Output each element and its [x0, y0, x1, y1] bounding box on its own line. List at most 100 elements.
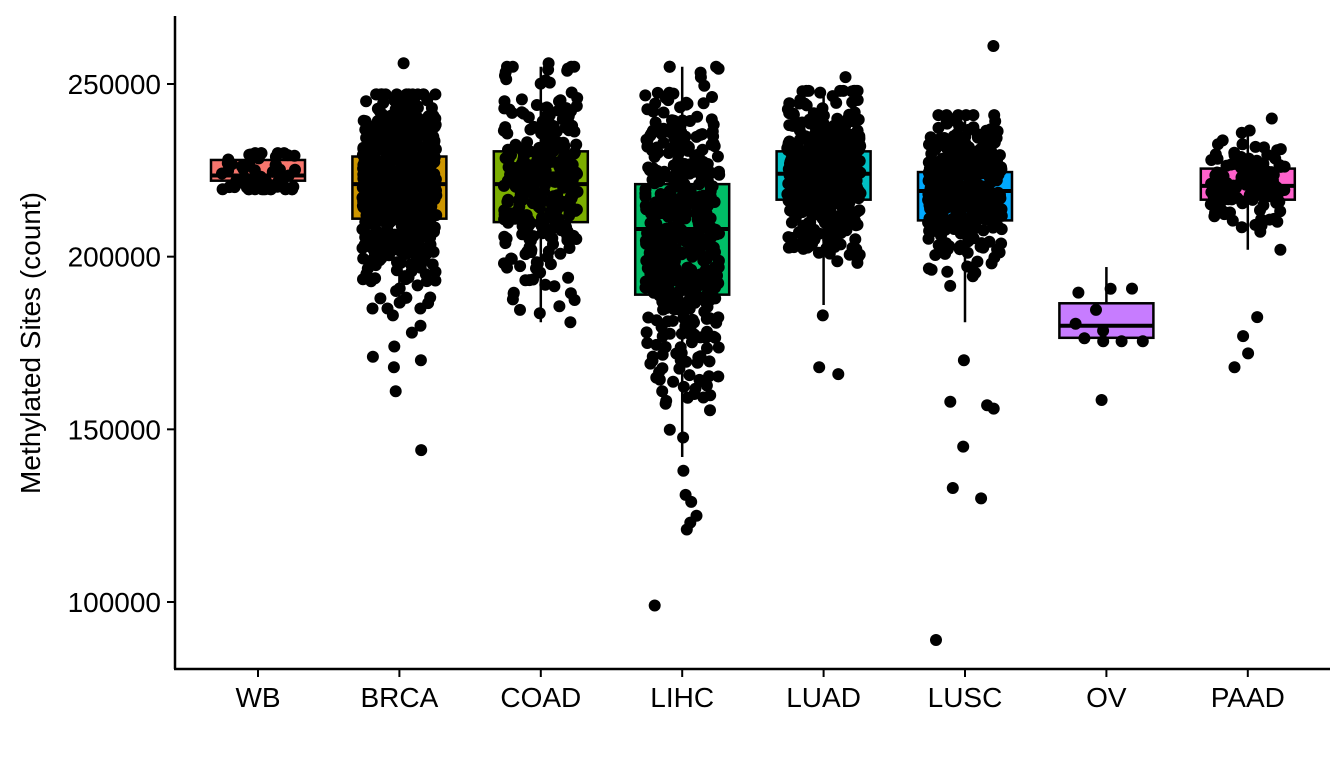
outlier-point	[386, 309, 399, 322]
data-point	[401, 101, 413, 114]
outlier-point	[975, 492, 988, 505]
data-point	[804, 117, 816, 130]
data-point	[501, 261, 513, 274]
data-point	[710, 60, 723, 73]
data-point	[1243, 189, 1256, 201]
data-point	[955, 203, 968, 216]
data-point	[953, 243, 966, 256]
data-point	[851, 94, 864, 106]
data-point	[800, 84, 813, 97]
data-point	[426, 258, 439, 271]
data-point	[380, 192, 393, 205]
data-point	[701, 342, 713, 355]
outlier-point	[542, 57, 555, 70]
data-point	[571, 92, 584, 104]
data-point	[409, 206, 422, 219]
outlier-point	[1242, 347, 1255, 360]
y-axis-title: Methylated Sites (count)	[15, 192, 46, 494]
data-point	[524, 234, 537, 247]
data-point	[1078, 332, 1091, 345]
data-point	[1115, 335, 1128, 348]
data-point	[647, 105, 660, 118]
outlier-point	[957, 354, 970, 367]
data-point	[656, 330, 669, 343]
data-point	[541, 141, 554, 154]
data-point	[712, 261, 725, 274]
data-point	[668, 132, 681, 145]
data-point	[828, 119, 840, 132]
data-point	[392, 190, 405, 203]
data-point	[502, 193, 515, 206]
outlier-point	[1237, 330, 1250, 343]
data-point	[704, 212, 717, 225]
data-point	[690, 130, 703, 143]
data-point	[657, 122, 670, 135]
data-point	[932, 109, 945, 122]
data-point	[926, 174, 939, 187]
data-point	[694, 350, 707, 363]
data-point	[649, 258, 662, 271]
data-point	[797, 242, 810, 255]
data-point	[571, 185, 584, 198]
data-point	[663, 423, 676, 436]
data-point	[366, 302, 379, 315]
data-point	[1207, 190, 1220, 203]
outlier-point	[690, 509, 703, 522]
data-point	[703, 370, 715, 383]
x-tick-label: OV	[1086, 682, 1127, 713]
data-point	[675, 246, 688, 259]
data-point	[365, 131, 378, 144]
data-point	[216, 167, 228, 180]
data-point	[1256, 169, 1269, 182]
x-tick-label: WB	[235, 682, 280, 713]
data-point	[556, 167, 569, 180]
data-point	[390, 264, 403, 277]
data-point	[712, 341, 725, 354]
data-point	[398, 134, 411, 146]
data-point	[514, 303, 526, 316]
data-point	[502, 161, 515, 174]
data-point	[965, 212, 978, 225]
data-point	[514, 260, 527, 273]
data-point	[508, 141, 521, 154]
data-point	[405, 265, 418, 278]
outlier-point	[839, 71, 852, 84]
data-point	[846, 85, 858, 98]
data-point	[967, 109, 980, 122]
data-point	[682, 261, 694, 274]
data-point	[703, 355, 716, 368]
data-point	[1274, 205, 1287, 218]
data-point	[975, 182, 988, 195]
data-point	[830, 96, 843, 109]
data-point	[428, 120, 441, 133]
data-point	[357, 252, 370, 265]
data-point	[1249, 140, 1262, 153]
data-point	[709, 281, 721, 294]
data-point	[650, 338, 663, 351]
data-point	[530, 99, 543, 111]
data-point	[1235, 221, 1248, 234]
data-point	[252, 152, 265, 165]
data-point	[663, 185, 676, 198]
data-point	[706, 91, 718, 103]
data-point	[410, 219, 423, 232]
data-point	[414, 119, 427, 132]
plot-area: 100000 150000 200000 250000 WB BRCA COAD LIHC LU…	[68, 16, 1330, 713]
data-point	[697, 97, 710, 110]
data-point	[554, 137, 567, 150]
data-point	[993, 206, 1006, 219]
data-point	[704, 404, 716, 417]
data-point	[676, 169, 689, 182]
data-point	[692, 148, 705, 161]
data-point	[796, 130, 809, 143]
data-point	[385, 109, 398, 122]
data-point	[269, 159, 282, 171]
data-point	[374, 292, 387, 305]
data-point	[688, 388, 701, 400]
data-point	[646, 144, 658, 157]
data-point	[536, 212, 549, 224]
data-point	[375, 113, 388, 126]
data-point	[679, 326, 692, 339]
data-point	[560, 102, 573, 115]
